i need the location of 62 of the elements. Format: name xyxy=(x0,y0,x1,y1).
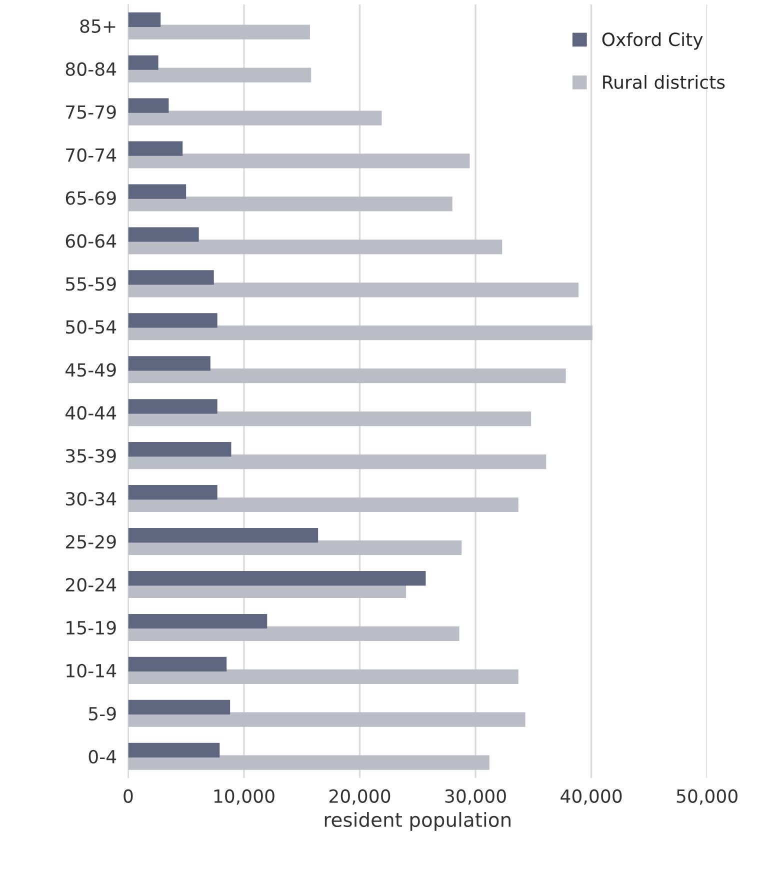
bar xyxy=(128,368,566,384)
bar xyxy=(128,356,210,371)
bar xyxy=(128,110,382,126)
bar xyxy=(128,700,230,714)
bar xyxy=(128,412,532,426)
y-tick-label: 5-9 xyxy=(89,706,116,721)
bar xyxy=(128,98,169,113)
legend-label: Rural districts xyxy=(603,74,725,89)
bar xyxy=(128,24,310,40)
y-tick-label: 20-24 xyxy=(66,578,116,592)
bar xyxy=(128,196,452,212)
bar xyxy=(128,656,227,672)
bar xyxy=(128,55,158,70)
y-tick-label: 35-39 xyxy=(66,449,116,463)
y-tick-label: 80-84 xyxy=(66,62,116,76)
x-tick-label: 10,000 xyxy=(214,789,274,805)
bar xyxy=(128,442,232,457)
y-tick-label: 10-14 xyxy=(66,664,116,678)
x-axis-title: resident population xyxy=(324,812,510,831)
bar xyxy=(128,528,318,543)
bar xyxy=(128,570,426,586)
bar xyxy=(128,282,579,298)
y-tick-label: 25-29 xyxy=(66,534,116,549)
y-tick-label: 30-34 xyxy=(66,492,116,506)
bar xyxy=(128,12,161,27)
bar xyxy=(128,399,218,414)
bar xyxy=(128,68,312,82)
y-tick-label: 55-59 xyxy=(66,277,116,291)
x-tick-label: 30,000 xyxy=(445,789,506,805)
y-tick-label: 15-19 xyxy=(66,620,116,635)
bar xyxy=(128,154,470,168)
x-tick-label: 50,000 xyxy=(676,789,738,805)
bar xyxy=(128,712,526,727)
bar xyxy=(128,326,592,340)
y-tick-label: 40-44 xyxy=(66,406,116,420)
bar xyxy=(128,485,218,500)
y-tick-label: 85+ xyxy=(80,19,116,33)
bar xyxy=(128,240,502,254)
bar xyxy=(128,227,199,242)
bar xyxy=(128,454,546,470)
x-tick-label: 0 xyxy=(124,789,133,803)
bar xyxy=(128,755,490,770)
y-tick-label: 65-69 xyxy=(66,191,116,205)
bar xyxy=(128,669,518,684)
x-tick-label: 40,000 xyxy=(560,789,622,805)
x-tick-label: 20,000 xyxy=(329,789,390,805)
bar xyxy=(128,497,518,512)
bar xyxy=(128,313,218,328)
y-tick-label: 45-49 xyxy=(66,363,116,377)
bar xyxy=(128,614,268,629)
y-tick-label: 50-54 xyxy=(66,320,116,334)
y-tick-label: 75-79 xyxy=(66,105,116,119)
bar xyxy=(128,540,462,556)
bar xyxy=(128,742,220,758)
y-tick-label: 60-64 xyxy=(66,234,116,248)
bar xyxy=(128,141,183,156)
legend-label: Oxford City xyxy=(602,32,703,50)
bar xyxy=(128,626,460,641)
y-tick-label: 0-4 xyxy=(88,750,116,764)
bar xyxy=(128,270,214,285)
bar xyxy=(128,184,186,199)
y-tick-label: 70-74 xyxy=(66,148,116,162)
